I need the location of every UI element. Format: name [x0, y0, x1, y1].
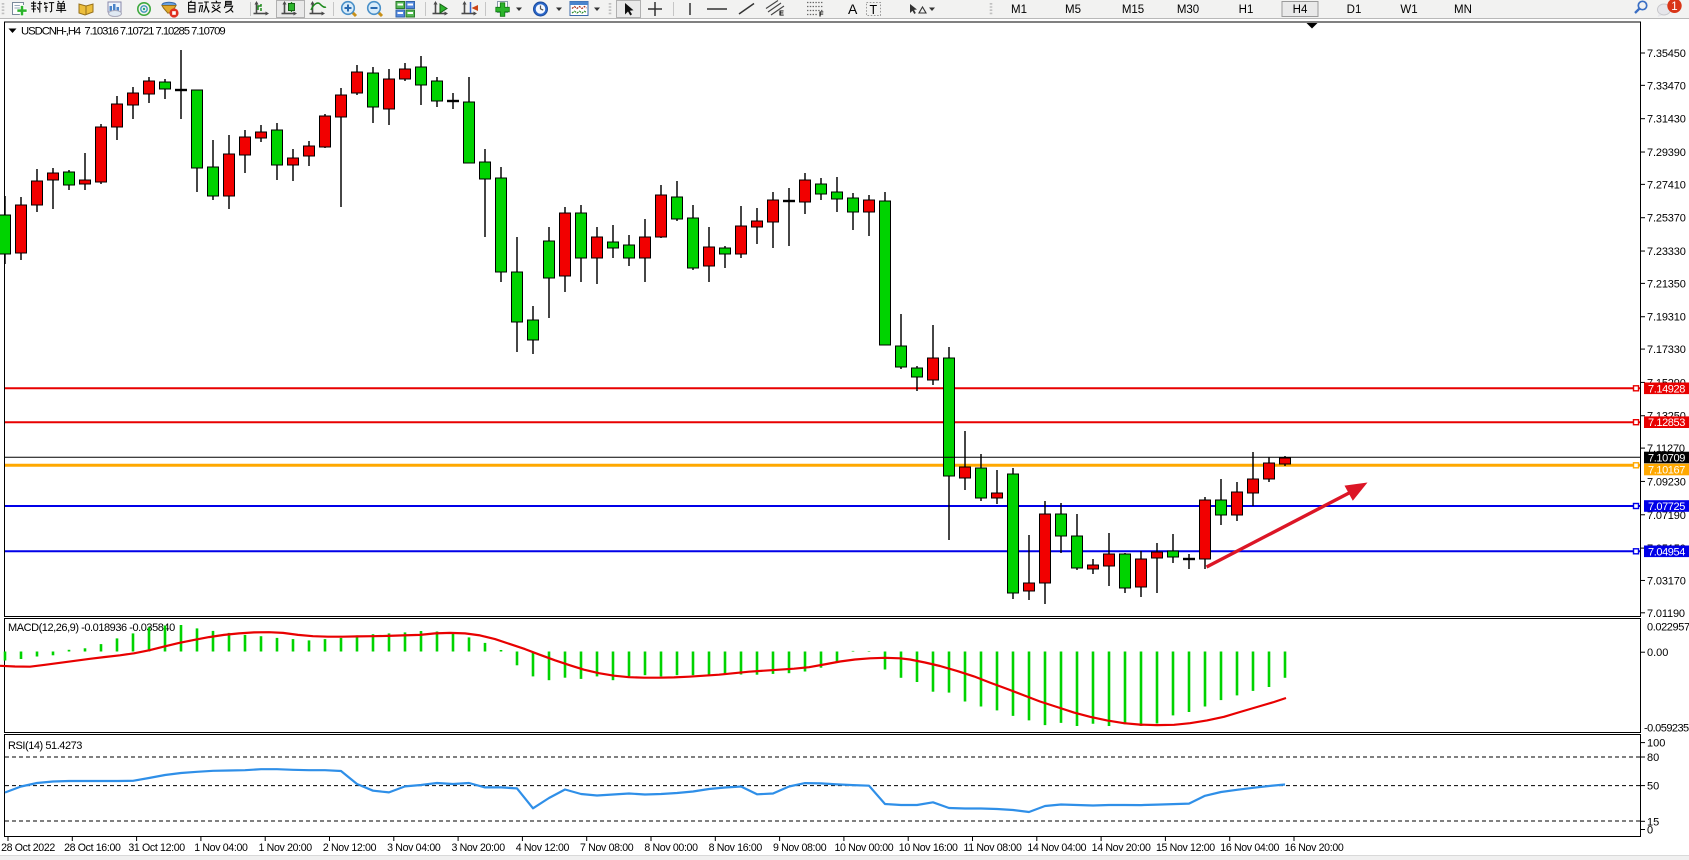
svg-text:M1: M1: [1011, 4, 1027, 16]
svg-text:RSI(14) 51.4273: RSI(14) 51.4273: [8, 740, 82, 752]
svg-text:10 Nov 16:00: 10 Nov 16:00: [899, 842, 958, 854]
svg-text:15 Nov 12:00: 15 Nov 12:00: [1156, 842, 1215, 854]
svg-text:14 Nov 04:00: 14 Nov 04:00: [1027, 842, 1086, 854]
svg-text:7.25370: 7.25370: [1647, 213, 1686, 225]
svg-text:3 Nov 20:00: 3 Nov 20:00: [451, 842, 505, 854]
svg-text:10 Nov 00:00: 10 Nov 00:00: [834, 842, 893, 854]
svg-text:50: 50: [1647, 781, 1659, 793]
svg-text:H4: H4: [1293, 4, 1308, 16]
svg-text:16 Nov 04:00: 16 Nov 04:00: [1220, 842, 1279, 854]
svg-text:14 Nov 20:00: 14 Nov 20:00: [1092, 842, 1151, 854]
svg-text:H1: H1: [1239, 4, 1254, 16]
svg-text:7.07725: 7.07725: [1648, 501, 1685, 513]
svg-text:3 Nov 04:00: 3 Nov 04:00: [387, 842, 441, 854]
svg-text:7.01190: 7.01190: [1647, 608, 1685, 620]
svg-text:7 Nov 08:00: 7 Nov 08:00: [580, 842, 634, 854]
svg-text:100: 100: [1647, 738, 1665, 750]
svg-text:W1: W1: [1400, 4, 1417, 16]
svg-text:7.27410: 7.27410: [1647, 179, 1686, 191]
svg-text:16 Nov 20:00: 16 Nov 20:00: [1285, 842, 1344, 854]
svg-text:8 Nov 00:00: 8 Nov 00:00: [644, 842, 698, 854]
svg-text:A: A: [848, 1, 858, 17]
svg-text:7.29390: 7.29390: [1647, 147, 1686, 159]
svg-text:-0.059235: -0.059235: [1644, 722, 1689, 734]
svg-text:1 Nov 20:00: 1 Nov 20:00: [259, 842, 313, 854]
svg-text:7.19310: 7.19310: [1647, 312, 1686, 324]
svg-text:M5: M5: [1065, 4, 1081, 16]
svg-text:0.022957: 0.022957: [1647, 622, 1689, 634]
svg-text:0.00: 0.00: [1647, 647, 1668, 659]
svg-text:MN: MN: [1454, 4, 1472, 16]
svg-text:15: 15: [1647, 816, 1659, 828]
svg-text:USDCNH-,H4 7.10316 7.10721 7.: USDCNH-,H4 7.10316 7.10721 7.10285 7.107…: [21, 26, 225, 38]
svg-text:4 Nov 12:00: 4 Nov 12:00: [516, 842, 570, 854]
svg-text:7.04954: 7.04954: [1648, 546, 1685, 558]
svg-text:7.10709: 7.10709: [1648, 453, 1685, 465]
svg-text:8 Nov 16:00: 8 Nov 16:00: [709, 842, 763, 854]
svg-text:7.35450: 7.35450: [1647, 48, 1686, 60]
svg-text:2 Nov 12:00: 2 Nov 12:00: [323, 842, 377, 854]
svg-text:1 Nov 04:00: 1 Nov 04:00: [194, 842, 248, 854]
svg-text:31 Oct 12:00: 31 Oct 12:00: [128, 842, 185, 854]
svg-text:11 Nov 08:00: 11 Nov 08:00: [963, 842, 1021, 854]
svg-text:7.14928: 7.14928: [1648, 383, 1685, 395]
svg-text:M15: M15: [1122, 4, 1144, 16]
svg-text:7.21350: 7.21350: [1647, 278, 1686, 290]
svg-text:1: 1: [1671, 1, 1677, 13]
svg-text:F: F: [819, 10, 824, 19]
svg-text:7.07190: 7.07190: [1647, 510, 1686, 522]
svg-text:80: 80: [1647, 752, 1659, 764]
svg-text:D1: D1: [1347, 4, 1362, 16]
svg-text:7.33470: 7.33470: [1647, 80, 1686, 92]
svg-text:7.03170: 7.03170: [1647, 575, 1686, 587]
svg-text:M30: M30: [1177, 4, 1199, 16]
svg-text:7.31430: 7.31430: [1647, 114, 1686, 126]
svg-text:7.12853: 7.12853: [1648, 417, 1685, 429]
svg-text:MACD(12,26,9) -0.018936 -0.035: MACD(12,26,9) -0.018936 -0.035840: [8, 622, 175, 634]
svg-text:T: T: [870, 3, 878, 17]
svg-text:28 Oct 16:00: 28 Oct 16:00: [64, 842, 121, 854]
svg-text:E: E: [779, 9, 784, 18]
svg-text:28 Oct 2022: 28 Oct 2022: [1, 842, 55, 854]
svg-text:7.23330: 7.23330: [1647, 246, 1686, 258]
svg-text:0: 0: [1647, 825, 1653, 837]
svg-text:7.10167: 7.10167: [1648, 465, 1685, 477]
svg-text:7.09230: 7.09230: [1647, 476, 1686, 488]
svg-text:7.17330: 7.17330: [1647, 344, 1686, 356]
svg-text:9 Nov 08:00: 9 Nov 08:00: [773, 842, 827, 854]
